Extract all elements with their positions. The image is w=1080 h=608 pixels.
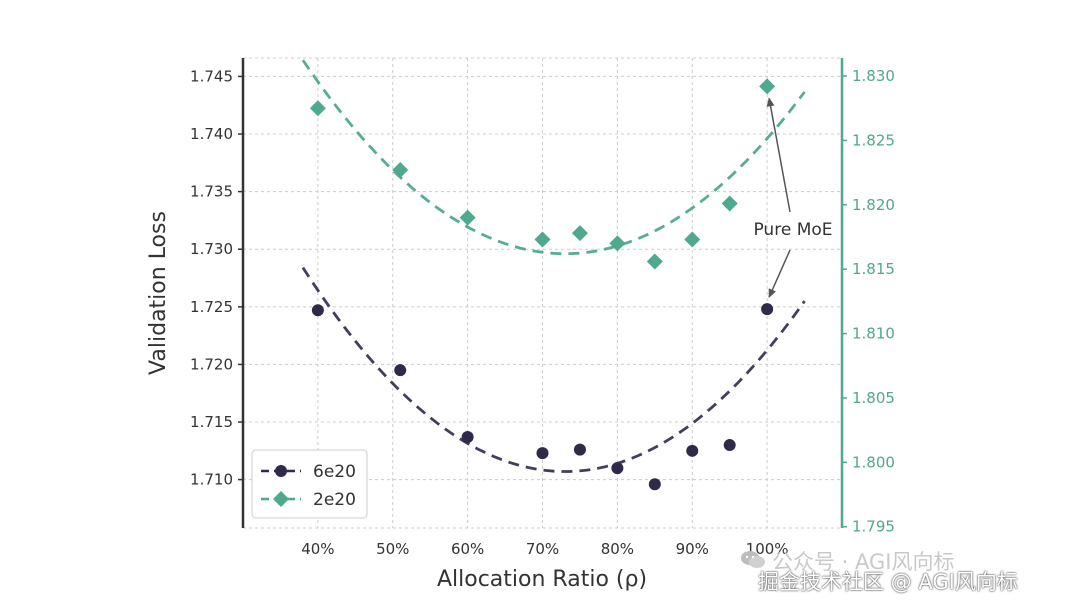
- left-tick-label-5: 1.735: [190, 183, 233, 201]
- point-2e20-4: [571, 225, 588, 242]
- left-tick-label-7: 1.745: [190, 67, 233, 85]
- right-tick-label-7: 1.830: [852, 67, 895, 85]
- left-tick-label-0: 1.710: [190, 471, 233, 489]
- fit-curves: [301, 59, 806, 473]
- point-6e20-0: [311, 304, 324, 317]
- point-6e20-8: [723, 439, 736, 452]
- x-axis-label: Allocation Ratio (ρ): [437, 567, 647, 592]
- point-2e20-1: [392, 162, 409, 179]
- point-6e20-5: [611, 462, 624, 475]
- right-tick-label-2: 1.805: [852, 389, 895, 407]
- point-2e20-6: [646, 253, 663, 270]
- left-tick-label-3: 1.725: [190, 298, 233, 316]
- right-tick-label-6: 1.825: [852, 131, 895, 149]
- annotation-arrow-1: [768, 249, 791, 299]
- annotation-arrow-0: [766, 97, 791, 213]
- grid: [243, 57, 842, 529]
- left-tick-label-2: 1.720: [190, 355, 233, 373]
- point-6e20-4: [573, 443, 586, 456]
- point-2e20-9: [759, 78, 776, 95]
- point-6e20-3: [536, 447, 549, 460]
- wechat-icon: [741, 551, 765, 568]
- point-2e20-3: [534, 231, 551, 248]
- annotation: Pure MoE: [753, 97, 833, 299]
- x-tick-label-3: 70%: [526, 540, 559, 558]
- point-2e20-2: [459, 209, 476, 226]
- legend-label-6e20: 6e20: [313, 462, 356, 482]
- point-6e20-6: [648, 478, 661, 491]
- x-tick-label-4: 80%: [601, 540, 634, 558]
- point-2e20-5: [609, 235, 626, 252]
- point-6e20-9: [761, 303, 774, 316]
- left-tick-label-1: 1.715: [190, 413, 233, 431]
- annotation-label: Pure MoE: [753, 220, 832, 240]
- data-points: [309, 78, 776, 491]
- right-tick-label-5: 1.820: [852, 196, 895, 214]
- x-tick-label-1: 50%: [376, 540, 409, 558]
- right-tick-label-0: 1.795: [852, 518, 895, 536]
- legend: 6e20 2e20: [251, 449, 368, 519]
- point-2e20-7: [684, 231, 701, 248]
- left-tick-label-4: 1.730: [190, 240, 233, 258]
- x-tick-label-0: 40%: [301, 540, 334, 558]
- axes: 1.710 1.715 1.720 1.725 1.730 1.735 1.740 1.745…: [146, 58, 895, 592]
- x-tick-label-5: 90%: [676, 540, 709, 558]
- right-tick-label-4: 1.815: [852, 260, 895, 278]
- left-tick-labels: 1.710 1.715 1.720 1.725 1.730 1.735 1.740 1.745: [190, 67, 243, 489]
- point-6e20-7: [686, 444, 699, 457]
- point-2e20-0: [309, 100, 326, 117]
- point-2e20-8: [721, 195, 738, 212]
- y-axis-label: Validation Loss: [146, 211, 171, 375]
- watermark-line-2: 掘金技术社区 @ AGI风向标: [758, 570, 1018, 594]
- watermark-line-1: 公众号 · AGI风向标: [772, 550, 955, 574]
- point-6e20-2: [461, 430, 474, 443]
- right-tick-labels: 1.795 1.800 1.805 1.810 1.815 1.820 1.825 1.830: [842, 67, 895, 536]
- point-6e20-1: [394, 364, 407, 377]
- x-tick-labels: 40% 50% 60% 70% 80% 90% 100%: [301, 540, 788, 558]
- right-tick-label-1: 1.800: [852, 453, 895, 471]
- legend-marker-6e20: [275, 465, 287, 477]
- x-tick-label-2: 60%: [451, 540, 484, 558]
- fit-curve-6e20: [301, 266, 806, 473]
- legend-label-2e20: 2e20: [313, 490, 356, 510]
- legend-marker-2e20: [273, 491, 289, 507]
- fit-curve-2e20: [301, 59, 806, 256]
- left-tick-label-6: 1.740: [190, 125, 233, 143]
- right-tick-label-3: 1.810: [852, 325, 895, 343]
